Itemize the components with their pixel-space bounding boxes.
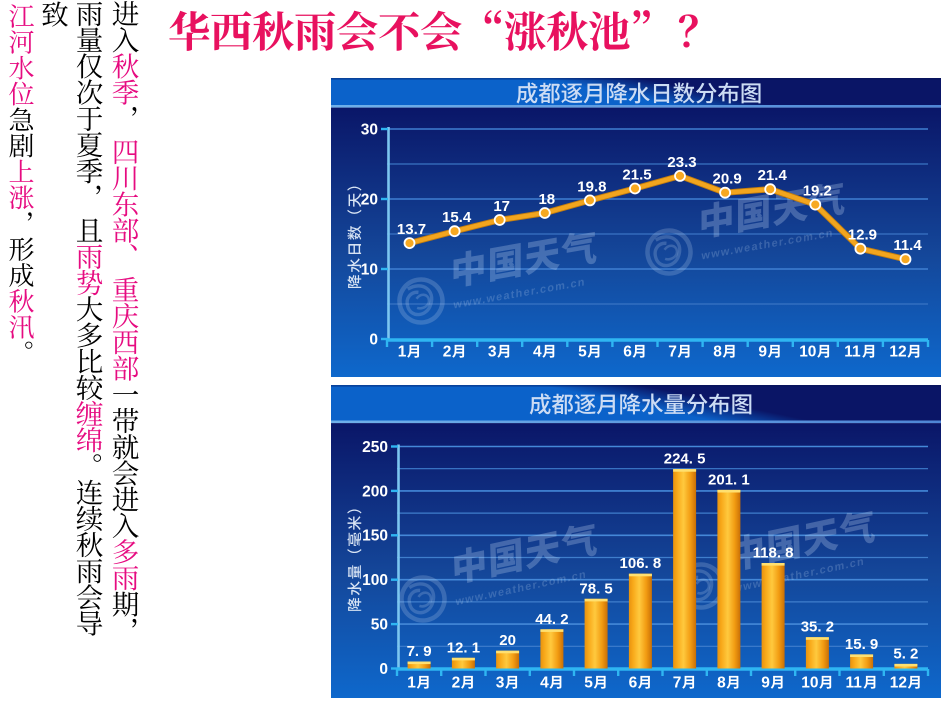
svg-text:9: 9 <box>758 344 767 361</box>
svg-text:250: 250 <box>362 439 388 456</box>
svg-text:35. 2: 35. 2 <box>801 619 834 636</box>
svg-text:10: 10 <box>799 344 816 361</box>
svg-text:4: 4 <box>540 675 549 692</box>
svg-text:224. 5: 224. 5 <box>664 451 706 468</box>
svg-text:100: 100 <box>362 572 388 589</box>
svg-text:6: 6 <box>629 675 638 692</box>
svg-text:5. 2: 5. 2 <box>893 645 918 662</box>
svg-text:15. 9: 15. 9 <box>845 636 878 653</box>
svg-text:12: 12 <box>890 675 907 692</box>
svg-text:78. 5: 78. 5 <box>579 580 612 597</box>
svg-text:8: 8 <box>717 675 726 692</box>
svg-text:7: 7 <box>668 344 677 361</box>
svg-text:7: 7 <box>673 675 682 692</box>
svg-text:50: 50 <box>371 617 388 634</box>
svg-text:19.2: 19.2 <box>803 183 832 200</box>
svg-text:20.9: 20.9 <box>712 171 741 188</box>
svg-text:11: 11 <box>846 675 863 692</box>
svg-text:1: 1 <box>407 675 416 692</box>
svg-text:6: 6 <box>623 344 632 361</box>
svg-text:7. 9: 7. 9 <box>407 643 432 660</box>
svg-text:30: 30 <box>361 121 378 138</box>
svg-text:2: 2 <box>443 344 452 361</box>
svg-text:0: 0 <box>379 661 388 678</box>
svg-text:4: 4 <box>533 344 542 361</box>
svg-text:150: 150 <box>362 528 388 545</box>
svg-text:18: 18 <box>538 191 555 208</box>
svg-text:118. 8: 118. 8 <box>753 545 794 562</box>
svg-text:11.4: 11.4 <box>893 237 922 254</box>
svg-text:2: 2 <box>452 675 461 692</box>
svg-text:11: 11 <box>844 344 861 361</box>
svg-text:12. 1: 12. 1 <box>447 639 480 656</box>
svg-text:17: 17 <box>493 198 510 215</box>
svg-text:201. 1: 201. 1 <box>708 471 750 488</box>
svg-text:3: 3 <box>488 344 497 361</box>
svg-text:20: 20 <box>499 632 516 649</box>
svg-text:200: 200 <box>362 483 388 500</box>
svg-text:106. 8: 106. 8 <box>620 555 662 572</box>
svg-text:15.4: 15.4 <box>442 209 472 226</box>
svg-text:12: 12 <box>889 344 906 361</box>
svg-text:12.9: 12.9 <box>848 227 877 244</box>
svg-text:19.8: 19.8 <box>577 178 606 195</box>
svg-text:9: 9 <box>761 675 770 692</box>
svg-text:23.3: 23.3 <box>667 154 696 171</box>
svg-text:21.4: 21.4 <box>758 167 788 184</box>
svg-text:8: 8 <box>713 344 722 361</box>
svg-text:10: 10 <box>801 675 818 692</box>
svg-text:5: 5 <box>578 344 587 361</box>
svg-text:44. 2: 44. 2 <box>535 611 568 628</box>
svg-text:5: 5 <box>584 675 593 692</box>
svg-text:3: 3 <box>496 675 505 692</box>
svg-text:0: 0 <box>369 331 378 348</box>
svg-text:20: 20 <box>361 191 378 208</box>
svg-text:1: 1 <box>398 344 407 361</box>
svg-text:13.7: 13.7 <box>397 221 426 238</box>
svg-text:10: 10 <box>361 261 378 278</box>
svg-text:21.5: 21.5 <box>622 167 651 184</box>
